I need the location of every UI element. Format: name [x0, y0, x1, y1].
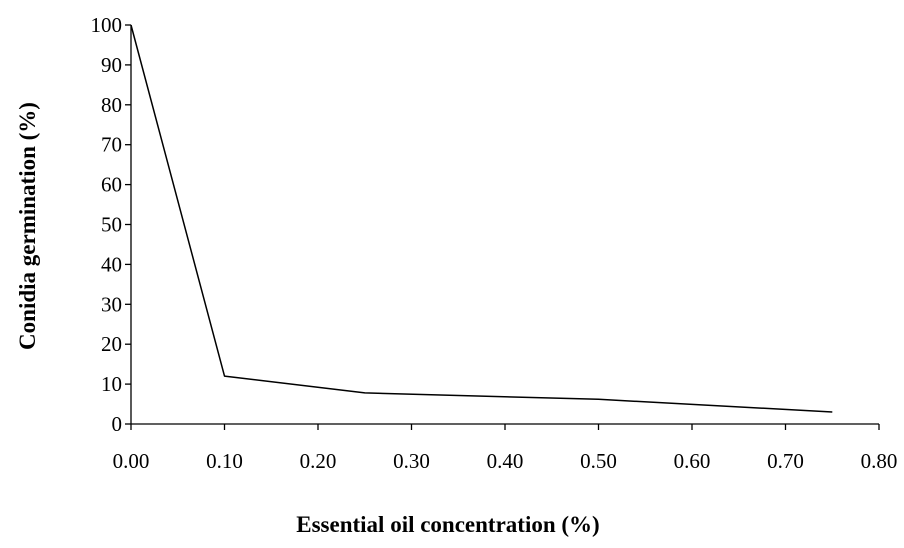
series-line: [130, 24, 833, 413]
x-axis-title: Essential oil concentration (%): [296, 512, 599, 537]
y-tick-label: 50: [101, 213, 122, 237]
y-tick-label: 80: [101, 93, 122, 117]
tick-labels: 0 10 20 30 40 50 60 70 80 90 100 0.00 0.10 0.20 0.30 0.…: [91, 13, 898, 473]
x-tick-label: 0.00: [113, 449, 150, 473]
y-tick-label: 40: [101, 252, 122, 276]
x-tick-label: 0.60: [674, 449, 711, 473]
y-tick-label: 0: [112, 412, 123, 436]
x-tick-label: 0.40: [487, 449, 524, 473]
axes: [125, 24, 880, 430]
x-tick-label: 0.50: [580, 449, 617, 473]
x-tick-label: 0.30: [393, 449, 430, 473]
x-tick-label: 0.80: [861, 449, 898, 473]
y-axis-title: Conidia germination (%): [15, 102, 40, 350]
x-tick-label: 0.70: [767, 449, 804, 473]
y-tick-label: 20: [101, 332, 122, 356]
y-tick-label: 100: [91, 13, 123, 37]
y-tick-label: 70: [101, 133, 122, 157]
x-tick-label: 0.10: [206, 449, 243, 473]
y-tick-label: 30: [101, 292, 122, 316]
x-tick-label: 0.20: [300, 449, 337, 473]
y-tick-label: 10: [101, 372, 122, 396]
y-tick-label: 60: [101, 173, 122, 197]
y-tick-label: 90: [101, 53, 122, 77]
series-lines: [130, 24, 833, 413]
